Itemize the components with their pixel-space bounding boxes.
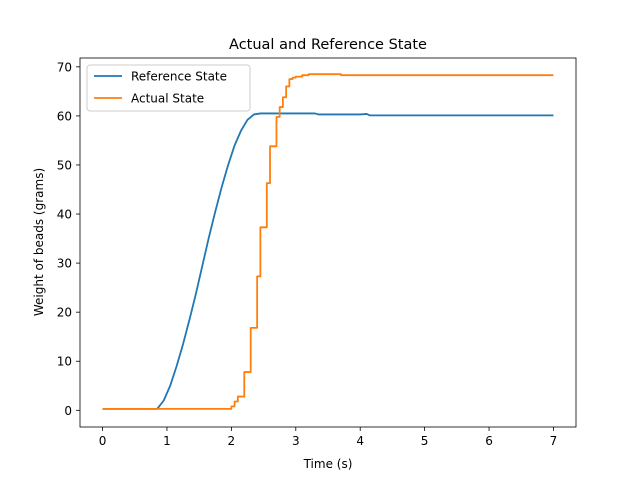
y-tick-label: 70	[57, 60, 72, 74]
x-tick-label: 1	[163, 434, 171, 448]
x-tick-label: 4	[356, 434, 364, 448]
y-tick-label: 0	[64, 404, 72, 418]
y-tick-label: 30	[57, 257, 72, 271]
y-tick-label: 40	[57, 208, 72, 222]
chart-title: Actual and Reference State	[229, 37, 427, 53]
x-axis-label: Time (s)	[303, 457, 353, 471]
series-line-actual-state	[102, 73, 554, 410]
series-line-reference-state	[102, 112, 554, 410]
x-tick-label: 3	[292, 434, 300, 448]
y-tick-label: 10	[57, 355, 72, 369]
y-tick-label: 60	[57, 109, 72, 123]
x-tick-label: 0	[99, 434, 107, 448]
plot-frame	[79, 57, 577, 428]
legend-label-reference: Reference State	[131, 70, 227, 84]
x-tick-label: 5	[421, 434, 429, 448]
y-tick-label: 50	[57, 158, 72, 172]
series-layer	[102, 73, 554, 410]
legend: Reference State Actual State	[86, 64, 251, 112]
legend-box	[86, 64, 251, 112]
legend-label-actual: Actual State	[131, 92, 204, 106]
y-tick-label: 20	[57, 306, 72, 320]
x-tick-label: 2	[228, 434, 236, 448]
y-axis-label: Weight of beads (grams)	[32, 168, 46, 316]
x-tick-label: 6	[485, 434, 493, 448]
x-tick-label: 7	[550, 434, 558, 448]
